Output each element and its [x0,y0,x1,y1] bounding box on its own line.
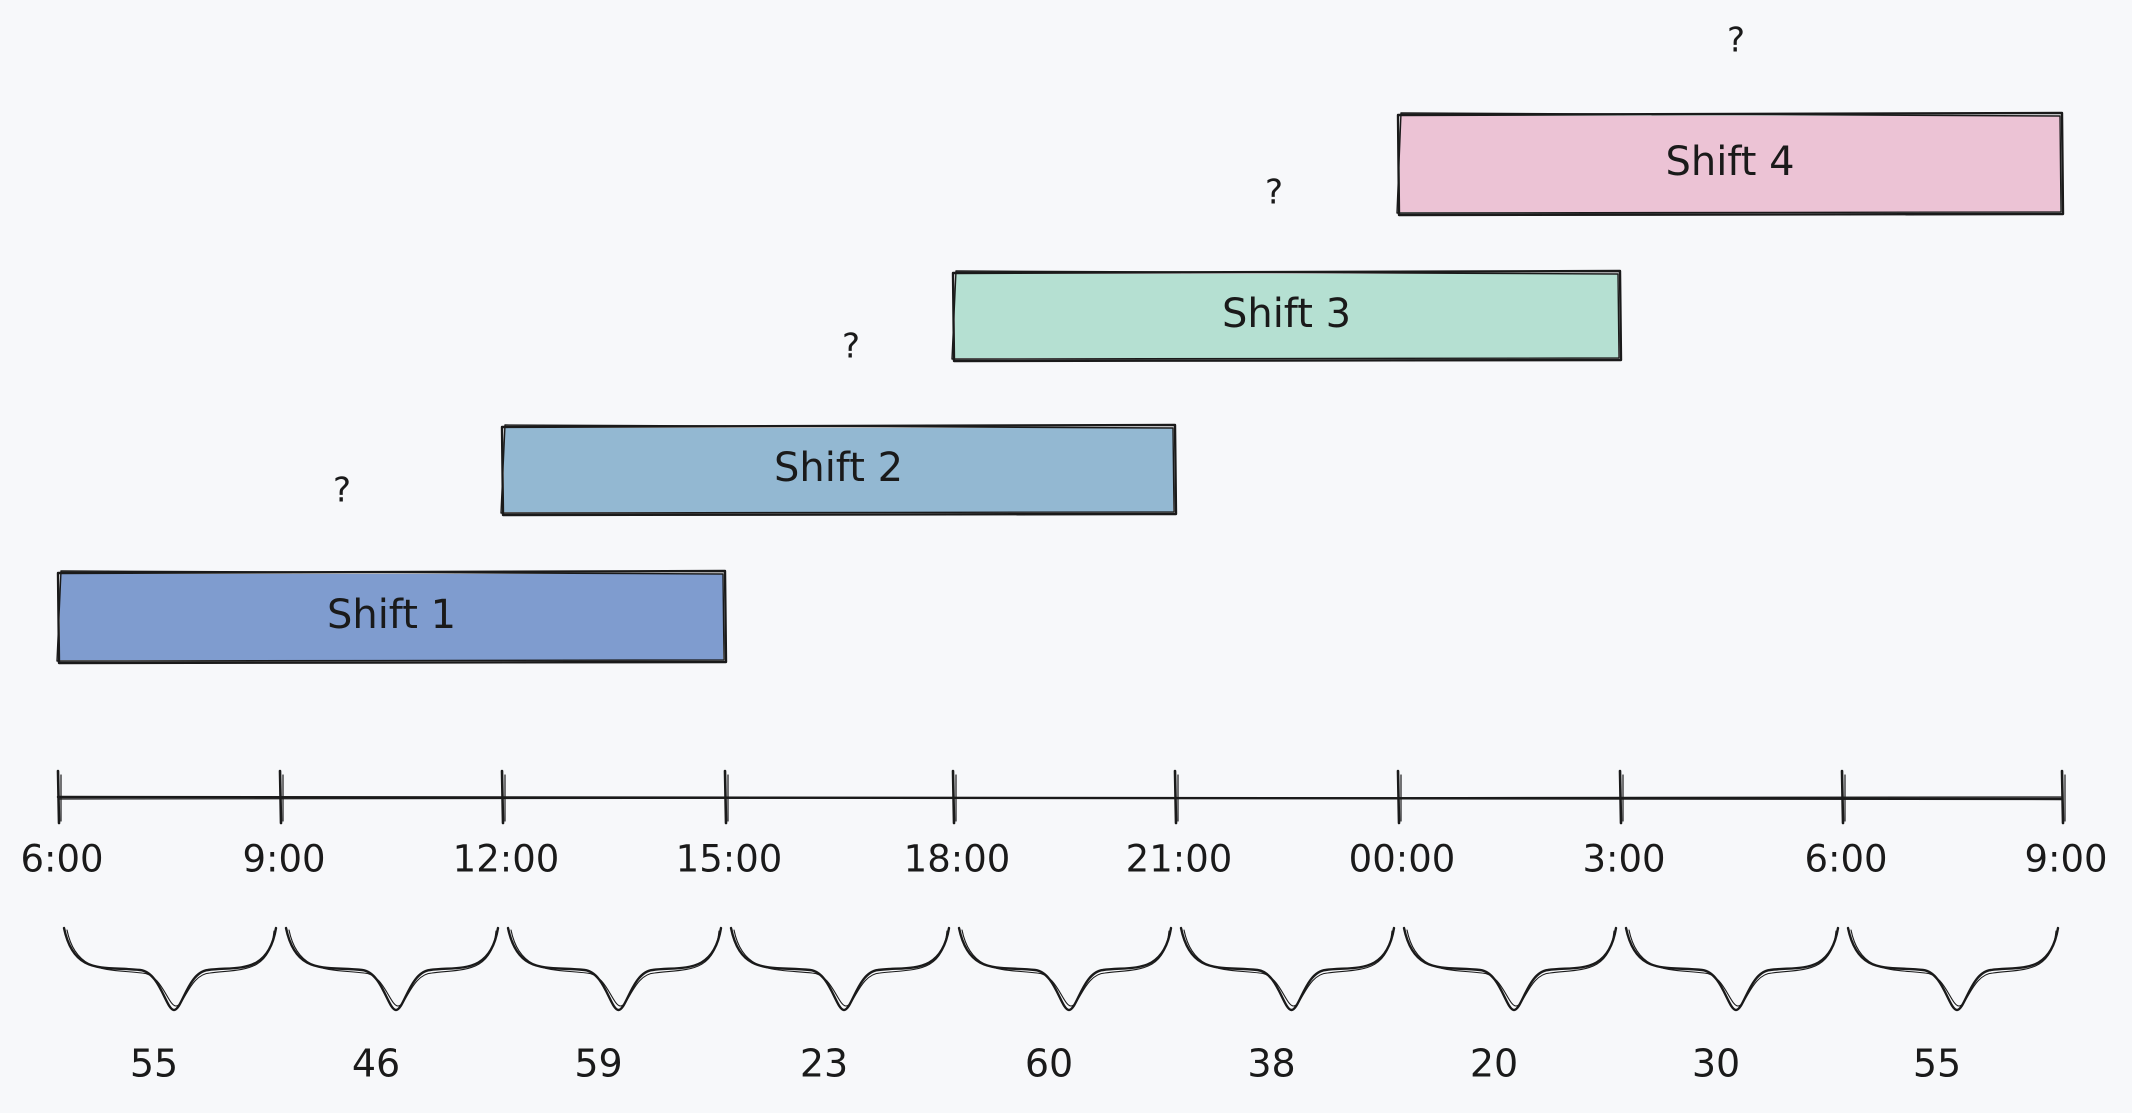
shift-2-label: Shift 2 [774,445,903,491]
interval-count: 60 [1025,1042,1073,1086]
interval-count: 38 [1247,1042,1295,1086]
tick-mark [723,769,728,825]
axis-tick-8: 6:00 [1804,769,1888,881]
brace-sketch [1850,929,2057,1007]
tick-label: 6:00 [1804,838,1887,881]
shift-1[interactable]: Shift 1 [56,569,728,665]
brace-sketch [733,929,948,1007]
interval-5: 60 [957,926,1173,1086]
interval-braces: 55 46 59 23 60 38 20 30 55 [62,926,2060,1086]
interval-6: 38 [1179,926,1396,1086]
axis-tick-4: 18:00 [904,769,1011,881]
brace-sketch [66,929,275,1007]
tick-label: 9:00 [2024,838,2107,881]
question-mark-3: ? [1265,173,1283,213]
shifts-layer: Shift 1 Shift 2 Shift 3 Shift 4 [56,111,2065,665]
brace-sketch [1183,929,1393,1007]
brace-sketch [1628,929,1837,1007]
interval-count: 59 [574,1042,622,1086]
shift-3[interactable]: Shift 3 [951,269,1623,363]
interval-count: 20 [1470,1042,1518,1086]
brace [729,926,951,1012]
tick-mark [278,769,283,825]
tick-label: 12:00 [453,838,560,881]
shift-3-bar [955,274,1618,358]
shift-2[interactable]: Shift 2 [500,423,1178,517]
tick-label: 3:00 [1582,838,1665,881]
tick-label: 9:00 [242,838,325,881]
tick-mark [1840,769,1845,825]
brace [506,926,723,1012]
interval-count: 23 [800,1042,848,1086]
axis-tick-3: 15:00 [676,769,783,881]
tick-label: 00:00 [1349,838,1456,881]
shift-4-outline-sketch [1396,112,2062,214]
brace [1624,926,1840,1012]
interval-3: 59 [506,926,723,1086]
tick-mark [56,769,61,825]
interval-9: 55 [1846,926,2060,1086]
brace-sketch [961,929,1170,1007]
shift-4-bar [1400,116,2060,212]
tick-mark [1173,769,1178,825]
interval-7: 20 [1402,926,1618,1086]
interval-count: 30 [1692,1042,1740,1086]
shift-4[interactable]: Shift 4 [1396,111,2065,217]
axis-tick-5: 21:00 [1126,769,1233,881]
tick-mark [1618,769,1623,825]
interval-4: 23 [729,926,951,1086]
shift-1-label: Shift 1 [327,592,456,638]
shift-3-label: Shift 3 [1222,291,1351,337]
interval-count: 46 [352,1042,400,1086]
tick-mark [500,769,505,825]
shift-4-label: Shift 4 [1665,139,1794,185]
interval-2: 46 [284,926,500,1086]
tick-label: 18:00 [904,838,1011,881]
brace [957,926,1173,1012]
shift-1-outline-sketch [56,570,725,662]
shift-1-bar [60,574,723,660]
axis-line-sketch [57,796,2063,800]
brace-sketch [510,929,720,1007]
axis-tick-1: 9:00 [242,769,326,881]
brace-sketch [288,929,497,1007]
axis-tick-7: 3:00 [1582,769,1666,881]
interval-8: 30 [1624,926,1840,1086]
brace [1846,926,2060,1012]
brace [284,926,500,1012]
axis-tick-2: 12:00 [453,769,560,881]
shift-3-outline-sketch [951,270,1620,360]
axis-tick-6: 00:00 [1349,769,1456,881]
tick-mark [2060,769,2065,825]
question-mark-2: ? [842,327,860,367]
brace-sketch [1406,929,1615,1007]
brace [62,926,278,1012]
question-marks-layer: ???? [333,21,1745,511]
shift-2-outline-sketch [500,424,1175,514]
question-mark-1: ? [333,471,351,511]
interval-count: 55 [130,1042,178,1086]
brace [1179,926,1396,1012]
axis-tick-0: 6:00 [20,769,104,881]
interval-count: 55 [1913,1042,1961,1086]
tick-mark [951,769,956,825]
tick-label: 21:00 [1126,838,1233,881]
brace [1402,926,1618,1012]
time-axis: 6:00 9:00 12:00 15:00 18:00 21:00 00:00 3:00 6:0… [20,769,2108,881]
tick-label: 6:00 [20,838,103,881]
tick-label: 15:00 [676,838,783,881]
interval-1: 55 [62,926,278,1086]
axis-tick-9: 9:00 [2024,769,2108,881]
shift-2-bar [504,428,1173,512]
question-mark-4: ? [1727,21,1745,61]
tick-mark [1396,769,1401,825]
